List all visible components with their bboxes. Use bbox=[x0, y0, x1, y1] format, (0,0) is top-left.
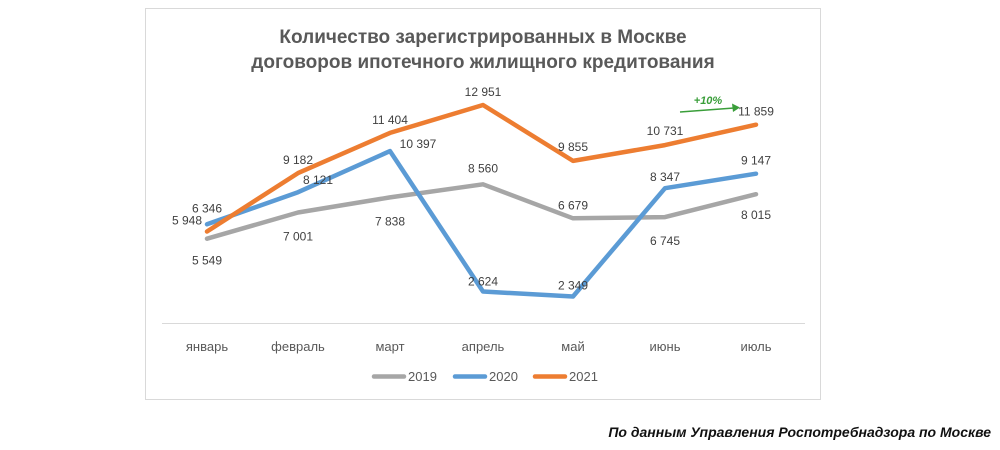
data-label-2020: 10 397 bbox=[400, 137, 437, 151]
series-line-2020 bbox=[204, 148, 759, 299]
data-label-2019: 7 838 bbox=[375, 214, 405, 228]
data-label-2020: 8 347 bbox=[650, 170, 680, 184]
data-label-2020: 8 121 bbox=[303, 173, 333, 187]
data-label-2019: 5 549 bbox=[192, 254, 222, 268]
data-label-2021: 9 855 bbox=[558, 140, 588, 154]
x-tick-label: апрель bbox=[462, 339, 505, 354]
data-label-2021: 11 404 bbox=[372, 113, 408, 127]
data-label-2020: 2 349 bbox=[558, 279, 588, 293]
data-label-2019: 6 745 bbox=[650, 234, 680, 248]
legend-label: 2021 bbox=[569, 369, 598, 384]
arrow-right-icon bbox=[679, 103, 740, 113]
source-note: По данным Управления Роспотребнадзора по… bbox=[608, 424, 991, 440]
x-tick-label: январь bbox=[186, 339, 228, 354]
data-label-2020: 9 147 bbox=[741, 154, 771, 168]
x-tick-label: июль bbox=[740, 339, 771, 354]
data-label-2021: 9 182 bbox=[283, 153, 313, 167]
x-tick-label: июнь bbox=[650, 339, 681, 354]
data-label-2021: 5 948 bbox=[172, 214, 202, 228]
legend-label: 2019 bbox=[408, 369, 437, 384]
data-label-2020: 6 346 bbox=[192, 201, 222, 215]
x-tick-label: март bbox=[375, 339, 404, 354]
data-label-2019: 7 001 bbox=[283, 230, 313, 244]
series-line-2021 bbox=[204, 102, 759, 234]
growth-annotation-text: +10% bbox=[694, 95, 723, 107]
chart-title-line-1: Количество зарегистрированных в Москве bbox=[279, 27, 686, 48]
data-label-2020: 2 624 bbox=[468, 275, 498, 289]
plot-area bbox=[204, 102, 759, 299]
series-line-2019 bbox=[204, 182, 759, 241]
growth-annotation: +10% bbox=[679, 95, 740, 113]
legend: 2019 2020 2021 bbox=[371, 369, 598, 384]
x-tick-label: май bbox=[561, 339, 584, 354]
data-labels: 5 549 7 001 7 838 8 560 6 679 6 745 8 015 6 346… bbox=[172, 85, 774, 293]
legend-item-2021: 2021 bbox=[532, 369, 598, 384]
data-label-2021: 11 859 bbox=[738, 105, 774, 119]
x-tick-label: февраль bbox=[271, 339, 325, 354]
legend-item-2020: 2020 bbox=[452, 369, 518, 384]
legend-item-2019: 2019 bbox=[371, 369, 437, 384]
data-label-2019: 8 015 bbox=[741, 208, 771, 222]
chart-title-line-2: договоров ипотечного жилищного кредитова… bbox=[251, 52, 714, 73]
data-label-2019: 6 679 bbox=[558, 198, 588, 212]
data-label-2021: 12 951 bbox=[465, 85, 502, 99]
x-axis-tick-labels: январь февраль март апрель май июнь июль bbox=[186, 339, 772, 354]
data-label-2021: 10 731 bbox=[647, 124, 684, 138]
data-label-2019: 8 560 bbox=[468, 161, 498, 175]
legend-label: 2020 bbox=[489, 369, 518, 384]
